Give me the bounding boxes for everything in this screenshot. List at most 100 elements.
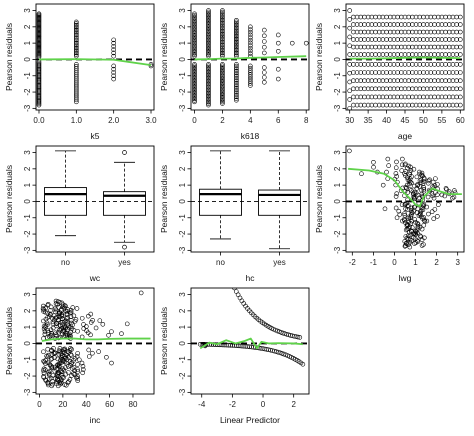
y-tick-label: -3	[23, 388, 32, 396]
residual-point	[380, 78, 386, 83]
x-tick-label: 1	[413, 258, 418, 267]
residual-point	[396, 208, 402, 214]
residual-point	[358, 94, 364, 100]
residual-point	[192, 49, 197, 55]
residual-point	[234, 82, 239, 88]
residual-point	[417, 94, 423, 100]
residual-point	[351, 94, 356, 100]
residual-point	[206, 14, 211, 19]
residual-point	[351, 86, 356, 92]
residual-point	[192, 43, 197, 49]
residual-point	[74, 62, 79, 67]
residual-point	[369, 52, 375, 57]
residual-point	[81, 322, 86, 327]
residual-point	[410, 86, 415, 92]
x-tick-label: 45	[401, 116, 410, 125]
residual-point	[111, 76, 116, 82]
residual-point	[408, 188, 414, 193]
x-tick-label: 2	[220, 116, 225, 125]
residual-point	[220, 52, 225, 57]
residual-point	[382, 206, 388, 212]
residual-point	[74, 27, 79, 33]
residual-point	[450, 22, 456, 27]
residual-point	[192, 71, 197, 76]
residual-point	[450, 195, 455, 201]
residual-point	[443, 14, 448, 20]
plot-area	[36, 150, 154, 250]
residual-point	[365, 44, 371, 50]
residual-point	[206, 50, 211, 56]
x-tick-label: -4	[198, 400, 206, 409]
residual-point	[220, 19, 225, 24]
residual-point	[220, 70, 225, 76]
residual-point	[234, 18, 239, 23]
residual-point	[354, 78, 360, 83]
residual-point	[362, 22, 367, 27]
residual-point	[206, 8, 211, 13]
residual-point	[192, 89, 197, 94]
residual-point	[435, 37, 441, 42]
residual-point	[458, 22, 463, 27]
residual-point	[443, 102, 448, 108]
residual-point	[418, 234, 424, 240]
y-tick-label: 3	[333, 8, 342, 13]
residual-point	[206, 83, 211, 88]
residual-point	[362, 86, 367, 92]
residual-point	[74, 50, 79, 56]
residual-point	[436, 202, 441, 208]
residual-point	[80, 370, 85, 376]
residual-point	[220, 79, 225, 85]
residual-point	[424, 52, 430, 57]
residual-point	[435, 62, 441, 67]
residual-point	[192, 24, 197, 30]
residual-point	[206, 31, 211, 37]
residual-point	[248, 37, 253, 43]
residual-point	[36, 11, 42, 17]
residual-point	[206, 46, 211, 52]
y-axis-title: Pearson residuals	[314, 165, 324, 233]
plot-area	[36, 290, 154, 389]
residual-point	[60, 366, 65, 372]
residual-point	[74, 40, 79, 46]
residual-point	[413, 37, 419, 42]
residual-point	[111, 47, 116, 52]
residual-point	[220, 99, 225, 105]
residual-point	[248, 48, 253, 54]
residual-point	[406, 214, 412, 220]
residual-point	[417, 233, 423, 239]
residual-point	[458, 86, 463, 92]
residual-point	[234, 33, 239, 39]
residual-point	[61, 324, 67, 330]
y-tick-label: -3	[178, 246, 187, 254]
residual-point	[413, 220, 418, 225]
x-tick-label: 3.0	[145, 116, 157, 125]
residual-point	[373, 62, 378, 67]
residual-point	[413, 94, 419, 100]
residual-point	[432, 102, 437, 108]
residual-point	[192, 33, 197, 39]
residual-point	[395, 37, 400, 42]
residual-point	[428, 37, 434, 42]
residual-point	[45, 322, 50, 327]
residual-point	[443, 86, 448, 92]
residual-point	[192, 23, 197, 28]
residual-point	[424, 37, 430, 42]
residual-point	[36, 94, 42, 99]
residual-point	[358, 22, 364, 27]
points	[36, 11, 154, 108]
residual-point	[439, 192, 445, 198]
residual-point	[41, 374, 46, 379]
residual-point	[399, 78, 404, 83]
residual-point	[421, 203, 426, 209]
panel-5: -3 -2 -1 0 1 2 3 Pearson residuals no yes hc	[159, 145, 310, 283]
y-tick-label: 2	[178, 166, 187, 171]
panel-8: -3 -2 -1 0 1 2 3 Pearson residuals -4 -2 0 2 Linear …	[159, 287, 310, 425]
residual-point	[64, 332, 70, 338]
residual-point	[403, 220, 408, 225]
residual-point	[220, 38, 225, 43]
residual-point	[373, 52, 378, 57]
residual-point	[70, 305, 76, 310]
residual-point	[354, 52, 360, 57]
residual-point	[417, 70, 423, 75]
residual-point	[262, 33, 267, 39]
